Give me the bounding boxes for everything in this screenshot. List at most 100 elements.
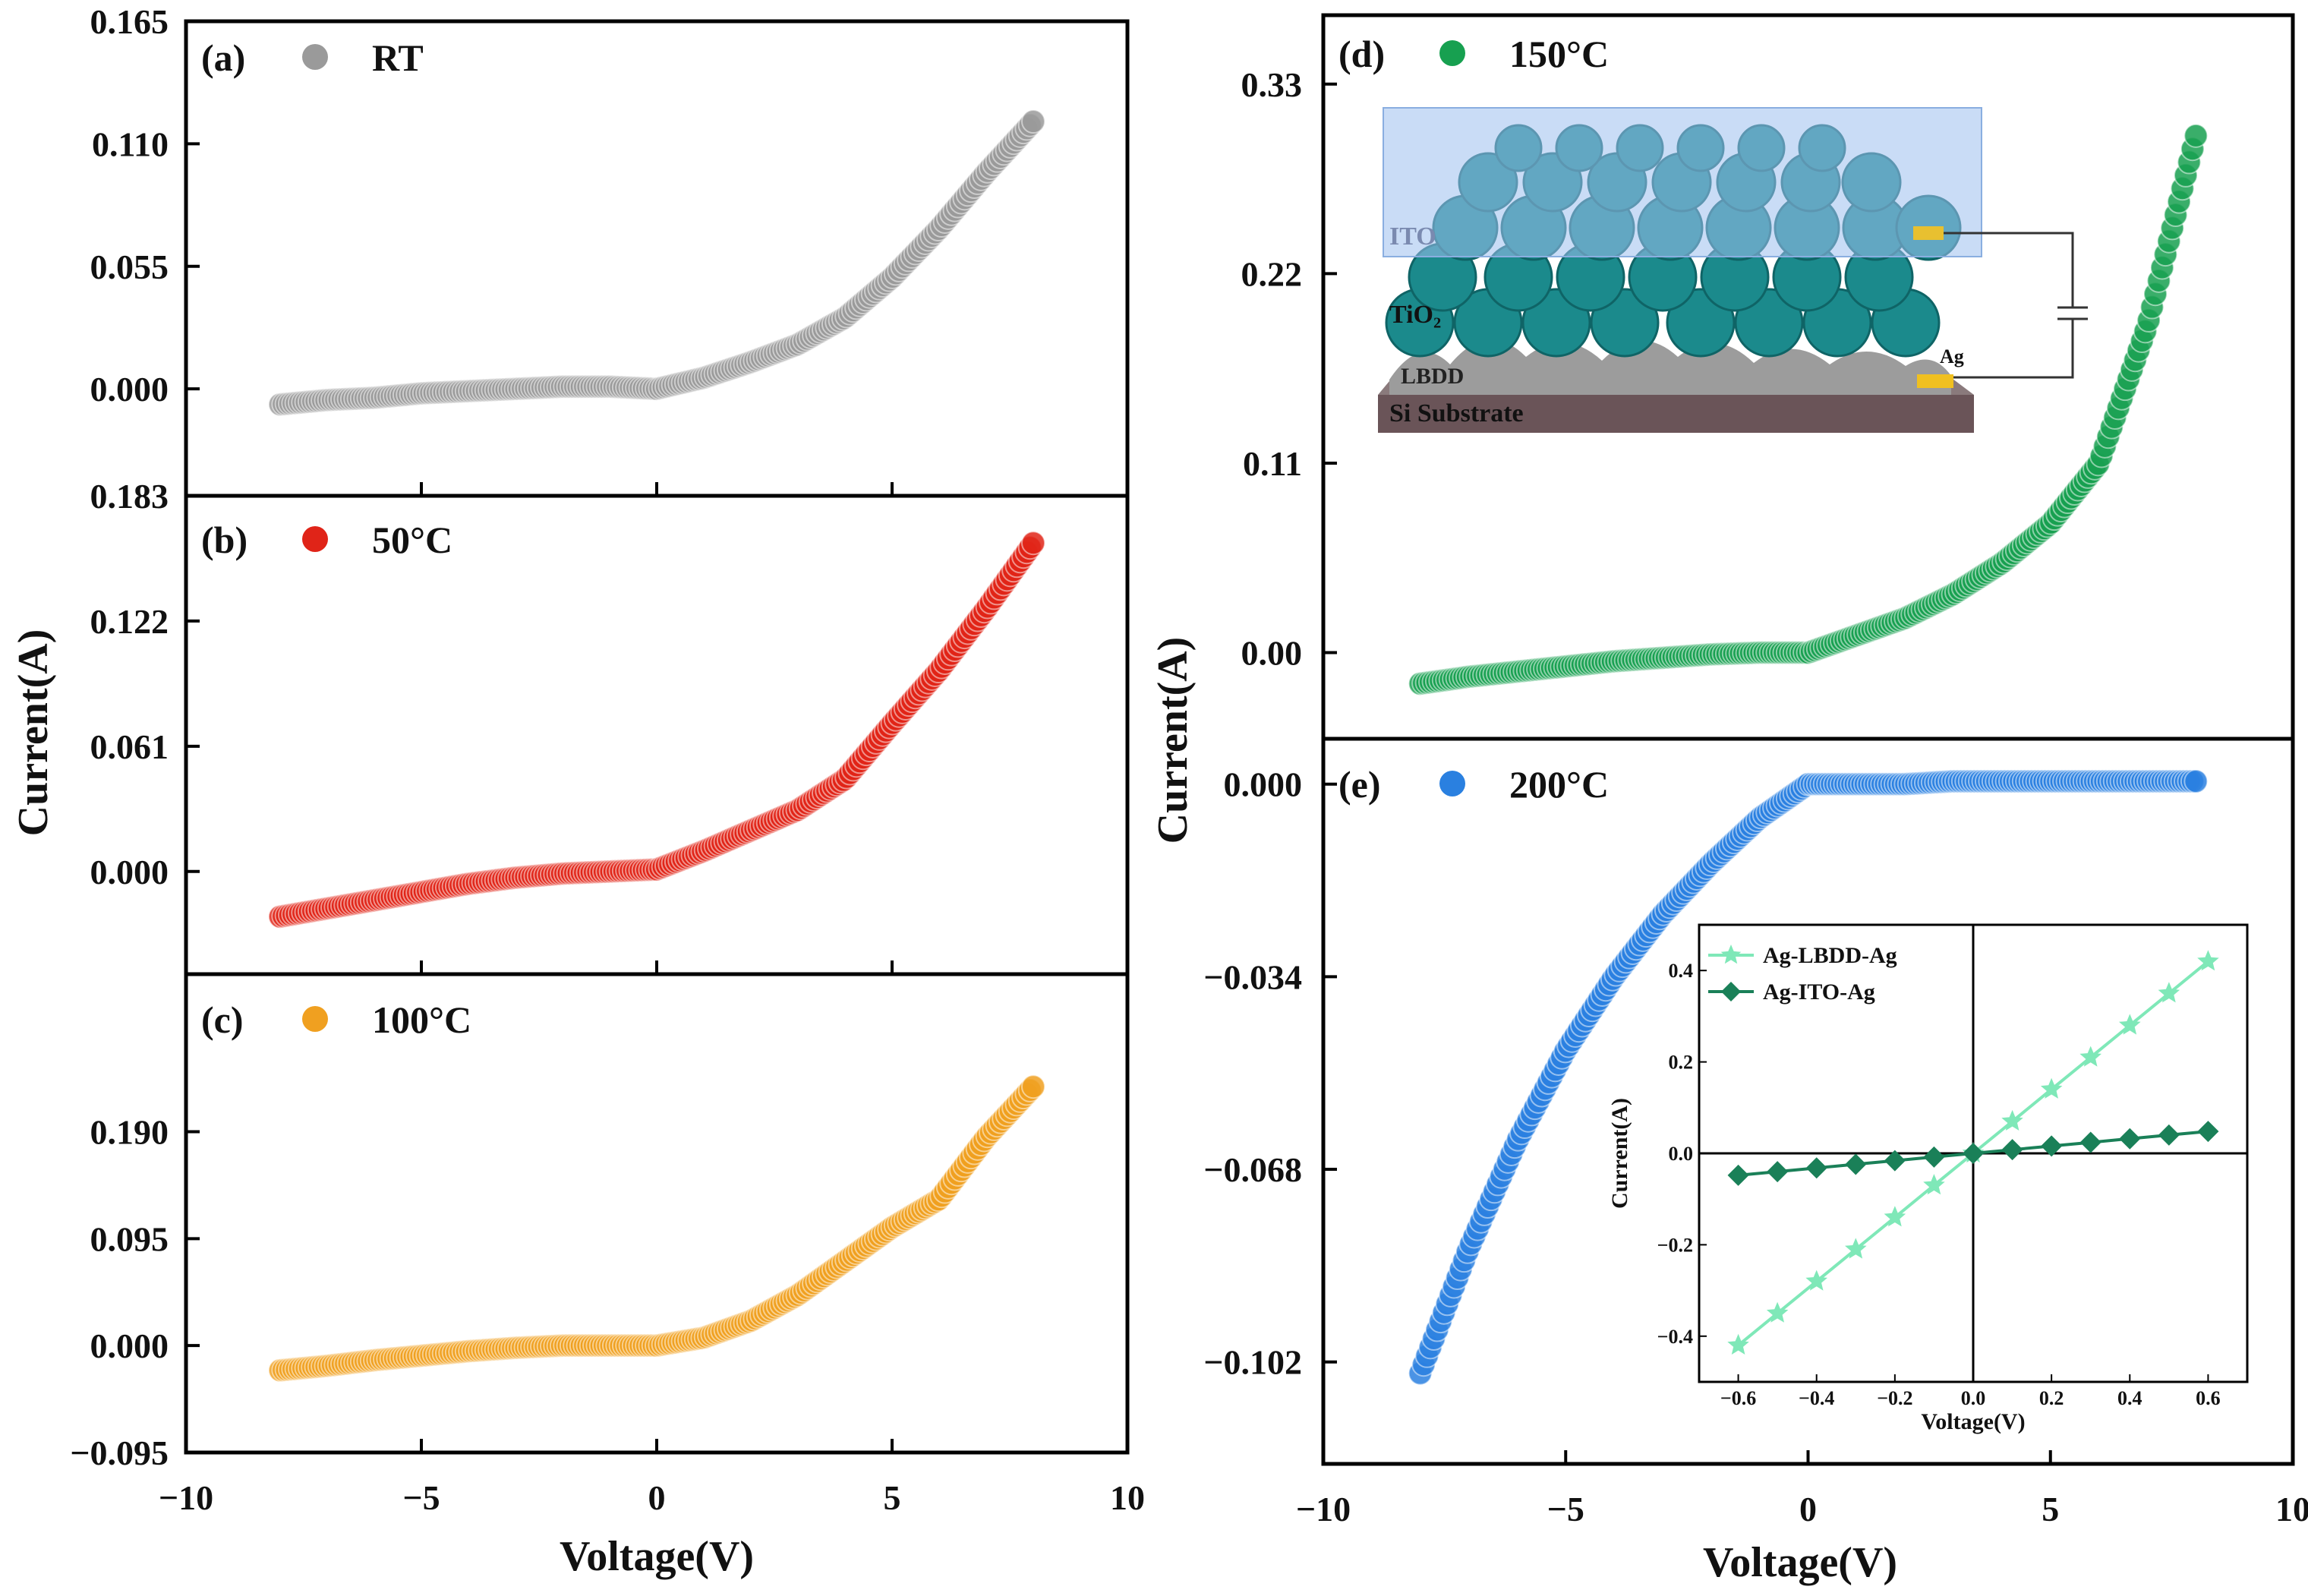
data-point-c <box>1021 1074 1045 1099</box>
x-tick-label-c: −10 <box>159 1478 213 1517</box>
panel-e-inset: −0.6 −0.4 −0.2 0.0 0.2 0.4 0.6 −0.4 −0.2 0.0 0.2 0.… <box>1607 923 2249 1434</box>
y-tick-label-c: 0.190 <box>90 1113 169 1152</box>
ag-contact-bottom <box>1917 374 1953 388</box>
inset-legend-label: Ag-ITO-Ag <box>1763 979 1875 1005</box>
inset-star-marker <box>2158 982 2180 1003</box>
legend-marker-a <box>302 44 328 70</box>
inset-x-tick-label: 0.4 <box>2117 1387 2142 1409</box>
y-tick-label-e: −0.102 <box>1203 1343 1302 1382</box>
inset-y-axis-title: Current(A) <box>1607 1098 1632 1209</box>
x-tick-label-c: −5 <box>402 1478 440 1517</box>
legend-label-b: 50°C <box>372 519 452 561</box>
panel-label-a: (a) <box>201 36 245 79</box>
left-y-axis-title: Current(A) <box>10 629 57 837</box>
inset-x-tick-label: 0.6 <box>2196 1387 2221 1409</box>
panel-a-frame <box>184 19 1130 498</box>
inset-x-tick-label: −0.2 <box>1877 1387 1912 1409</box>
inset-star-marker <box>2119 1014 2141 1035</box>
inset-y-tick-label: −0.2 <box>1657 1234 1693 1256</box>
y-tick-label-b: 0.000 <box>90 853 169 891</box>
inset-star-marker <box>2001 1109 2023 1131</box>
inset-diamond-marker <box>2079 1131 2101 1153</box>
x-tick-label-c: 0 <box>648 1478 666 1517</box>
y-tick-label-e: 0.000 <box>1224 765 1303 804</box>
inset-x-tick-label: 0.2 <box>2039 1387 2064 1409</box>
inset-diamond-marker <box>1727 1164 1749 1186</box>
legend-marker-d <box>1439 40 1465 66</box>
inset-diamond-marker <box>2041 1135 2063 1157</box>
y-tick-label-b: 0.122 <box>90 602 169 641</box>
inset-diamond-marker <box>2158 1124 2180 1146</box>
panel-label-d: (d) <box>1338 33 1385 75</box>
legend-label-d: 150°C <box>1509 33 1609 75</box>
panel-e: −0.102 −0.068 −0.034 0.000 −10 −5 0 5 10 (e) 200°C <box>1203 763 2308 1528</box>
ag-contact-top <box>1913 226 1944 240</box>
inset-star-marker <box>1845 1238 1867 1259</box>
inset-diamond-marker <box>2001 1139 2023 1161</box>
inset-y-tick-label: 0.4 <box>1669 960 1694 982</box>
inset-star-marker <box>1727 1333 1749 1355</box>
inset-diamond-marker <box>1767 1161 1789 1183</box>
lbdd-layer <box>1389 339 1951 395</box>
inset-diamond-marker <box>2197 1121 2219 1143</box>
label-ito: ITO <box>1389 222 1436 251</box>
data-point-d <box>2183 123 2209 148</box>
x-tick-label-c: 5 <box>884 1478 901 1517</box>
left-x-axis-title: Voltage(V) <box>560 1533 754 1580</box>
y-tick-label-e: −0.068 <box>1203 1150 1302 1189</box>
x-tick-label-e: −10 <box>1296 1490 1351 1528</box>
data-point-e <box>2183 768 2209 793</box>
label-si-substrate: Si Substrate <box>1389 399 1524 427</box>
x-tick-label-e: 0 <box>1799 1490 1817 1528</box>
inset-x-tick-label: 0.0 <box>1961 1387 1986 1409</box>
circuit-wire <box>1944 232 2088 379</box>
y-tick-label-a: 0.165 <box>90 2 169 41</box>
si-substrate-layer <box>1378 395 1974 433</box>
panel-c: −0.095 0.000 0.095 0.190 −10 −5 0 5 10 (c) 100°C <box>70 998 1145 1517</box>
right-y-axis-title: Current(A) <box>1149 637 1197 844</box>
y-tick-label-c: −0.095 <box>70 1434 169 1472</box>
legend-label-c: 100°C <box>372 998 471 1041</box>
panel-b: 0.000 0.061 0.122 0.183 (b) 50°C <box>90 477 1129 974</box>
device-schematic: ITO TiO₂ LBDD Si Substrate Ag <box>1378 107 2088 433</box>
y-tick-label-d: 0.22 <box>1241 254 1303 293</box>
x-tick-label-e: 10 <box>2275 1490 2308 1528</box>
inset-star-marker <box>2079 1046 2101 1067</box>
inset-legend-label: Ag-LBDD-Ag <box>1763 943 1897 968</box>
y-tick-label-c: 0.095 <box>90 1219 169 1258</box>
inset-star-marker <box>1766 1301 1789 1323</box>
inset-diamond-marker <box>1845 1153 1867 1175</box>
legend-marker-c <box>302 1006 328 1032</box>
inset-diamond-marker <box>2119 1128 2141 1150</box>
inset-x-tick-label: −0.4 <box>1799 1387 1834 1409</box>
x-tick-label-e: −5 <box>1547 1490 1584 1528</box>
y-tick-label-d: 0.11 <box>1243 444 1302 483</box>
inset-y-tick-label: 0.0 <box>1669 1143 1694 1165</box>
data-point-a <box>1021 109 1045 134</box>
data-point-b <box>1021 531 1045 556</box>
inset-y-tick-label: −0.4 <box>1657 1326 1693 1348</box>
inset-x-axis-title: Voltage(V) <box>1921 1409 2025 1434</box>
ito-layer <box>1383 107 1982 257</box>
inset-star-marker <box>1923 1174 1945 1195</box>
inset-diamond-marker <box>1884 1150 1906 1172</box>
y-tick-label-d: 0.33 <box>1241 65 1303 104</box>
label-lbdd: LBDD <box>1401 364 1464 389</box>
panel-a: 0.000 0.055 0.110 0.165 (a) RT <box>90 2 1129 496</box>
inset-star-marker <box>1720 945 1742 964</box>
inset-diamond-marker <box>1923 1146 1945 1168</box>
inset-x-tick-label: −0.6 <box>1720 1387 1756 1409</box>
inset-star-marker <box>1884 1206 1906 1227</box>
panel-c-frame <box>184 972 1130 1455</box>
legend-label-e: 200°C <box>1509 763 1609 806</box>
label-tio2: TiO₂ <box>1389 301 1441 329</box>
inset-star-marker <box>2040 1077 2063 1099</box>
inset-star-marker <box>1805 1270 1827 1291</box>
y-tick-label-a: 0.055 <box>90 248 169 286</box>
y-tick-label-b: 0.061 <box>90 727 169 766</box>
label-ag: Ag <box>1940 345 1964 367</box>
inset-diamond-marker <box>1721 982 1741 1001</box>
panel-label-c: (c) <box>201 998 244 1041</box>
y-tick-label-a: 0.110 <box>92 125 169 163</box>
